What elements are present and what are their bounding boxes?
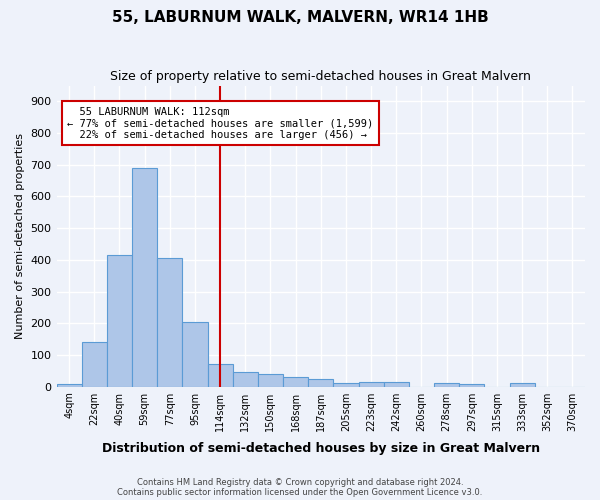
Text: 55, LABURNUM WALK, MALVERN, WR14 1HB: 55, LABURNUM WALK, MALVERN, WR14 1HB [112, 10, 488, 25]
Bar [82, 342, 107, 386]
Bar [283, 377, 308, 386]
Bar [434, 382, 459, 386]
Bar [157, 258, 182, 386]
X-axis label: Distribution of semi-detached houses by size in Great Malvern: Distribution of semi-detached houses by … [102, 442, 540, 455]
Title: Size of property relative to semi-detached houses in Great Malvern: Size of property relative to semi-detach… [110, 70, 531, 83]
Bar [359, 382, 383, 386]
Bar [459, 384, 484, 386]
Bar [208, 364, 233, 386]
Y-axis label: Number of semi-detached properties: Number of semi-detached properties [15, 133, 25, 339]
Text: 55 LABURNUM WALK: 112sqm
← 77% of semi-detached houses are smaller (1,599)
  22%: 55 LABURNUM WALK: 112sqm ← 77% of semi-d… [67, 106, 373, 140]
Bar [182, 322, 208, 386]
Bar [334, 382, 359, 386]
Bar [308, 378, 334, 386]
Bar [56, 384, 82, 386]
Bar [132, 168, 157, 386]
Bar [509, 384, 535, 386]
Bar [107, 255, 132, 386]
Bar [233, 372, 258, 386]
Bar [383, 382, 409, 386]
Text: Contains HM Land Registry data © Crown copyright and database right 2024.
Contai: Contains HM Land Registry data © Crown c… [118, 478, 482, 497]
Bar [258, 374, 283, 386]
